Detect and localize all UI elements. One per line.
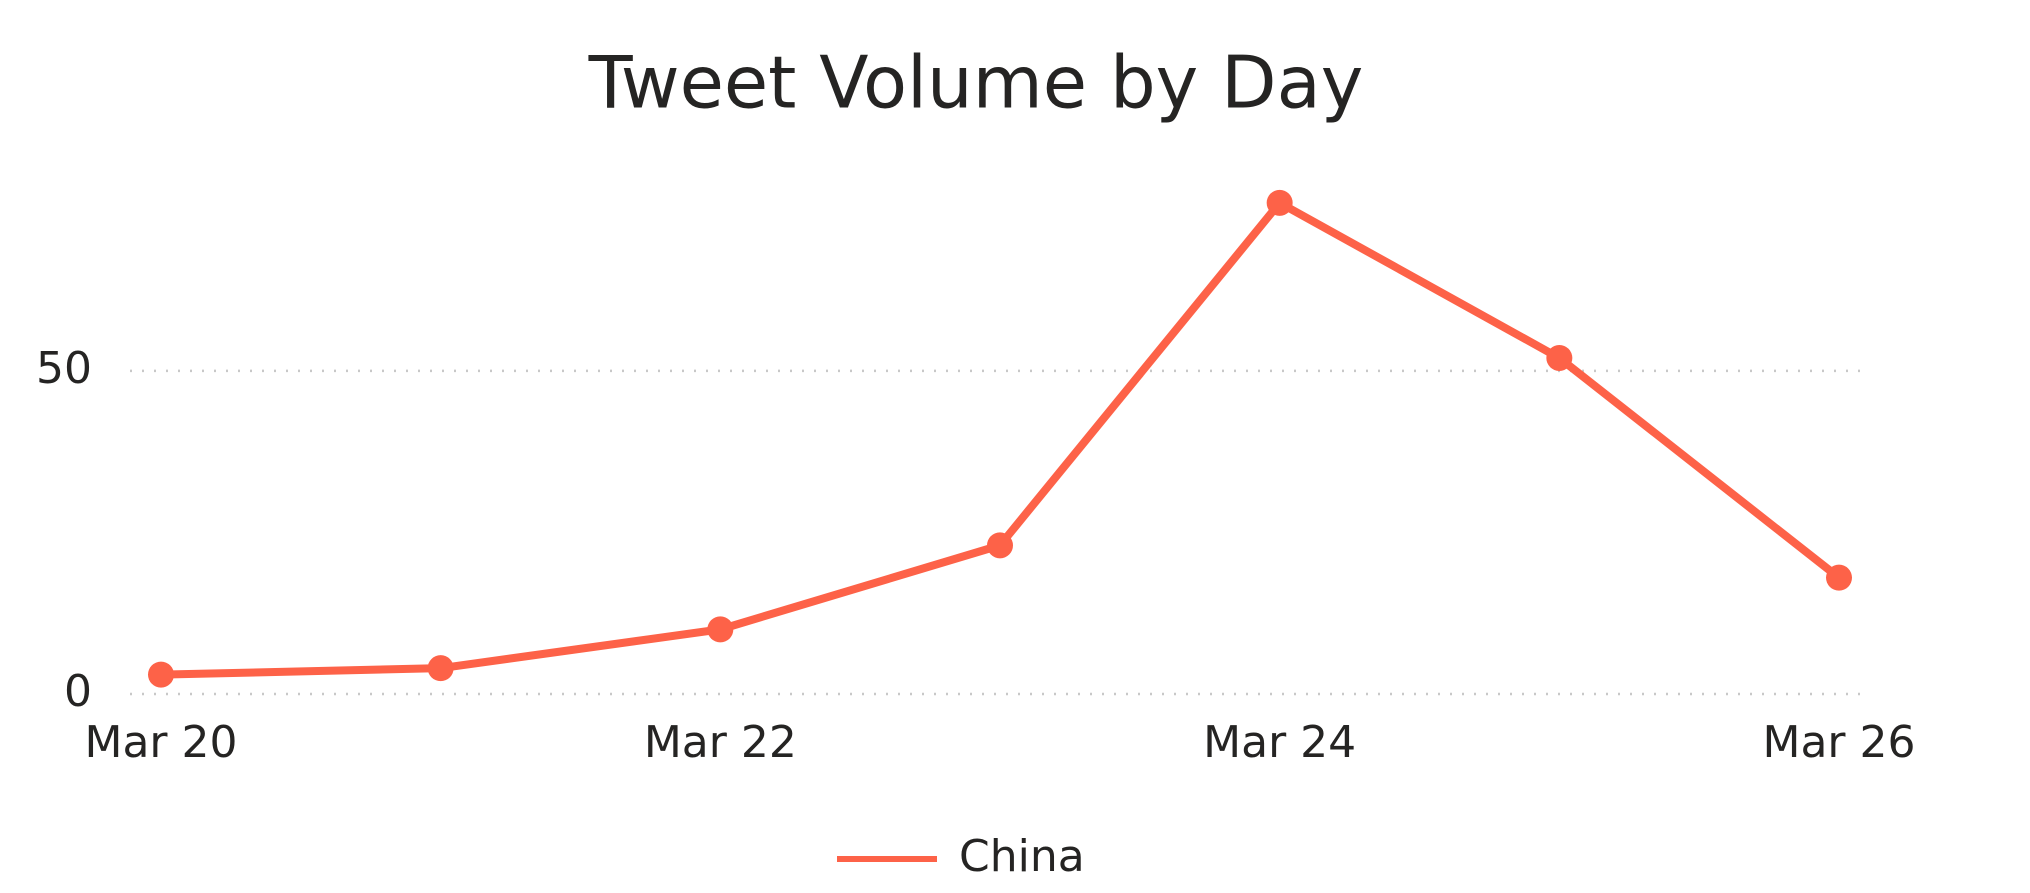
data-point [148,661,174,688]
data-point [987,532,1013,559]
y-tick-label: 50 [36,343,92,394]
data-point [427,655,454,682]
chart-title: Tweet Volume by Day [588,41,1364,125]
series-line [160,198,1842,679]
x-tick-label: Mar 22 [644,717,797,768]
legend-label: China [959,831,1085,882]
y-tick-label: 0 [64,666,92,717]
data-point [1266,189,1293,216]
data-point [1546,344,1573,371]
data-point [707,616,734,643]
x-tick-label: Mar 20 [85,717,238,768]
data-point [1826,564,1852,591]
x-tick-label: Mar 26 [1763,717,1916,768]
x-tick-label: Mar 24 [1203,717,1356,768]
